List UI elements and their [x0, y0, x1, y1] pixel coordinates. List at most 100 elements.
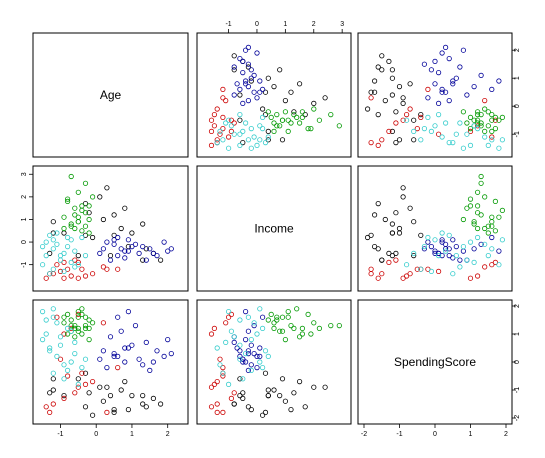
point-c3-8-r1c2 — [482, 225, 488, 232]
point-c1-11-r2c1 — [220, 409, 226, 415]
point-c4-21-r0c1 — [217, 128, 223, 134]
point-c1-2-r0c1 — [228, 128, 234, 134]
point-c3-2-r2c0 — [79, 331, 85, 337]
point-c3-23-r2c1 — [299, 325, 305, 331]
point-c1-8-r2c0 — [72, 390, 78, 396]
point-c4-13-r0c1 — [237, 142, 243, 148]
point-c0-6-r1c2 — [375, 201, 381, 207]
point-c3-16-r2c1 — [311, 320, 317, 326]
point-c3-4-r1c2 — [474, 210, 481, 216]
point-c2-13-r0c2 — [471, 84, 477, 90]
point-c4-3-r1c0 — [65, 234, 71, 241]
point-c4-5-r0c1 — [262, 140, 269, 146]
panel-income-spendingscore — [357, 165, 513, 292]
point-c4-19-r2c0 — [39, 336, 46, 343]
point-c3-20-r2c1 — [336, 322, 342, 329]
point-c4-15-r0c1 — [214, 140, 220, 146]
point-c3-1-r1c2 — [489, 219, 495, 225]
point-c2-16-r1c2 — [489, 234, 495, 241]
point-c4-2-r2c0 — [57, 342, 64, 348]
point-c3-13-r0c1 — [265, 109, 271, 115]
point-c2-14-r0c2 — [478, 72, 484, 79]
point-c4-8-r1c0 — [68, 237, 74, 243]
point-c2-22-r0c2 — [496, 78, 502, 84]
point-c0-17-r0c1 — [296, 81, 303, 87]
point-c0-15-r1c2 — [389, 221, 395, 227]
point-c0-6-r0c2 — [375, 112, 381, 118]
point-c4-18-r2c0 — [68, 328, 74, 334]
point-c1-9-r0c1 — [211, 123, 217, 129]
point-c2-12-r2c0 — [107, 334, 114, 340]
point-c2-11-r1c2 — [460, 248, 466, 254]
point-c4-21-r2c1 — [217, 362, 223, 368]
point-c4-4-r2c1 — [226, 308, 232, 315]
x-tick-label-income-1: -1 — [225, 21, 231, 28]
point-c1-7-r1c2 — [379, 271, 385, 277]
point-c4-18-r0c2 — [471, 123, 477, 129]
point-c3-19-r2c1 — [274, 314, 280, 320]
point-c2-22-r2c1 — [243, 308, 249, 315]
point-c2-2-r1c0 — [122, 248, 128, 254]
point-c4-23-r1c2 — [457, 264, 463, 270]
point-c3-11-r0c1 — [328, 112, 334, 118]
point-c0-12-r2c0 — [50, 387, 56, 393]
point-c1-8-r0c2 — [393, 120, 399, 126]
point-c3-10-r2c1 — [296, 334, 303, 340]
point-c3-18-r0c1 — [294, 114, 300, 121]
point-c4-5-r1c0 — [47, 232, 53, 238]
point-c2-9-r0c1 — [254, 50, 260, 56]
point-c4-6-r2c0 — [54, 320, 60, 326]
point-c3-20-r0c1 — [336, 123, 342, 129]
point-c4-3-r2c1 — [259, 325, 266, 331]
point-c4-12-r1c0 — [57, 257, 64, 263]
point-c2-5-r2c1 — [237, 353, 243, 359]
point-c2-7-r1c2 — [450, 237, 456, 243]
point-c0-18-r2c0 — [104, 384, 110, 390]
point-c4-23-r2c1 — [223, 339, 229, 345]
point-c0-5-r0c1 — [291, 109, 297, 115]
point-c3-6-r1c0 — [75, 189, 81, 195]
point-c4-0-r1c2 — [467, 239, 474, 245]
point-c4-23-r0c1 — [223, 120, 229, 126]
point-c2-7-r1c0 — [125, 237, 131, 243]
point-c0-7-r1c0 — [97, 194, 103, 200]
point-c4-10-r1c0 — [72, 248, 78, 254]
point-c1-1-r2c1 — [214, 409, 220, 415]
point-c4-20-r0c1 — [237, 112, 243, 118]
point-c2-0-r0c1 — [245, 98, 251, 104]
point-c0-20-r2c0 — [140, 401, 146, 407]
point-c2-23-r0c2 — [442, 44, 449, 51]
point-c3-14-r2c1 — [285, 308, 291, 315]
point-c3-9-r1c2 — [492, 228, 498, 234]
point-c4-18-r0c1 — [228, 123, 234, 129]
point-c2-11-r2c0 — [165, 336, 171, 343]
point-c3-7-r1c0 — [86, 216, 92, 223]
point-c1-3-r1c0 — [75, 275, 81, 281]
point-c2-4-r2c1 — [254, 364, 260, 371]
point-c3-5-r2c0 — [65, 311, 71, 317]
point-c2-11-r0c1 — [243, 47, 249, 53]
point-c0-11-r0c1 — [237, 117, 243, 123]
point-c0-6-r2c1 — [302, 404, 308, 410]
point-c3-13-r0c2 — [485, 109, 491, 115]
point-c0-13-r1c2 — [393, 250, 399, 256]
point-c0-1-r0c2 — [375, 64, 381, 70]
point-c0-12-r1c0 — [50, 230, 56, 236]
point-c4-17-r0c2 — [439, 134, 445, 140]
point-c0-22-r0c2 — [389, 128, 395, 134]
point-c2-19-r1c0 — [122, 255, 128, 261]
point-c1-5-r0c1 — [217, 131, 223, 137]
point-c0-19-r1c0 — [90, 234, 96, 241]
point-c3-4-r2c0 — [82, 325, 89, 331]
point-c3-14-r2c0 — [75, 308, 81, 315]
point-c4-15-r1c2 — [450, 271, 456, 277]
point-c1-9-r1c2 — [474, 273, 481, 279]
point-c2-14-r2c0 — [132, 322, 139, 329]
point-c1-0-r0c2 — [375, 142, 381, 148]
point-c4-23-r1c0 — [72, 264, 78, 270]
point-c2-1-r1c0 — [111, 241, 117, 247]
point-c3-19-r1c2 — [489, 223, 495, 229]
point-c4-14-r0c2 — [403, 117, 410, 123]
point-c4-15-r1c0 — [47, 271, 53, 277]
